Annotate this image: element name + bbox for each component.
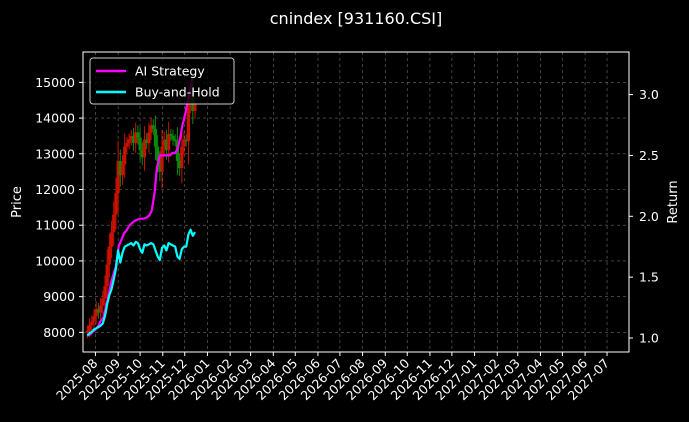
candle-body xyxy=(158,160,162,172)
plot-frame xyxy=(82,51,630,353)
y2-tick-label: 1.0 xyxy=(639,331,659,346)
y-tick-label: 12000 xyxy=(35,182,75,197)
candle-body xyxy=(178,160,182,169)
candle-body xyxy=(90,321,94,326)
candle-body xyxy=(138,137,142,151)
candle-body xyxy=(125,143,129,147)
candle-body xyxy=(129,135,133,140)
candle-body xyxy=(156,146,160,161)
candle-body xyxy=(123,146,127,165)
candle-body xyxy=(140,150,144,158)
candle-body xyxy=(112,214,116,233)
y-tick-label: 14000 xyxy=(35,111,75,126)
candle-body xyxy=(92,316,96,322)
y2-axis-label: Return xyxy=(666,180,681,223)
y-tick-label: 15000 xyxy=(35,75,75,90)
y2-tick-label: 2.0 xyxy=(639,209,659,224)
candle-body xyxy=(114,193,118,215)
candle-body xyxy=(186,103,190,142)
candle-body xyxy=(94,309,98,317)
y-tick-label: 8000 xyxy=(43,325,75,340)
legend-label-buy-and-hold: Buy-and-Hold xyxy=(135,85,220,100)
y-tick-label: 9000 xyxy=(43,289,75,304)
candle-body xyxy=(98,305,103,313)
candle-body xyxy=(167,134,171,151)
candle-body xyxy=(162,139,166,147)
y2-tick-label: 2.5 xyxy=(639,148,659,163)
series-lines xyxy=(86,76,196,337)
y-axis-left: 8000 9000 10000 11000 12000 13000 14000 15000 xyxy=(35,75,83,340)
candle-body xyxy=(116,160,120,194)
y-axis-right: 1.0 1.5 2.0 2.5 3.0 xyxy=(629,87,659,346)
candle-body xyxy=(145,139,149,144)
candle-body xyxy=(160,146,164,172)
candle-body xyxy=(127,139,131,144)
candle-body xyxy=(118,160,122,176)
candle-body xyxy=(134,132,138,144)
candle-body xyxy=(173,139,177,142)
candle-body xyxy=(136,132,140,138)
candle-body xyxy=(153,128,158,147)
candle-body xyxy=(96,309,100,313)
candle-body xyxy=(147,132,151,144)
candle-body xyxy=(109,232,114,247)
y2-tick-label: 1.5 xyxy=(639,270,659,285)
candle-body xyxy=(107,246,111,265)
candle-body xyxy=(120,164,125,176)
series-line-buy-and-hold xyxy=(86,228,196,337)
candle-body xyxy=(184,139,188,142)
candle-body xyxy=(193,103,197,111)
candle-body xyxy=(103,285,107,299)
candle-body xyxy=(151,125,155,129)
candle-body xyxy=(105,264,109,286)
candle-body xyxy=(149,125,153,133)
chart-title: cnindex [931160.CSI] xyxy=(270,9,443,28)
y-tick-label: 10000 xyxy=(35,253,75,268)
candle-body xyxy=(85,330,89,333)
y2-tick-label: 3.0 xyxy=(639,87,659,102)
candle-body xyxy=(182,139,186,147)
legend: AI Strategy Buy-and-Hold xyxy=(89,57,235,105)
candle-body xyxy=(169,134,173,136)
candle-body xyxy=(131,135,136,144)
candle-body xyxy=(101,298,105,306)
y-tick-label: 13000 xyxy=(35,146,75,161)
candle-body xyxy=(142,139,147,158)
y-tick-label: 11000 xyxy=(35,218,75,233)
candle-body xyxy=(171,135,175,140)
candle-body xyxy=(164,139,169,151)
candle-body xyxy=(180,146,184,169)
legend-label-ai-strategy: AI Strategy xyxy=(135,64,205,79)
y-axis-label: Price xyxy=(10,186,25,218)
candle-body xyxy=(87,325,92,331)
